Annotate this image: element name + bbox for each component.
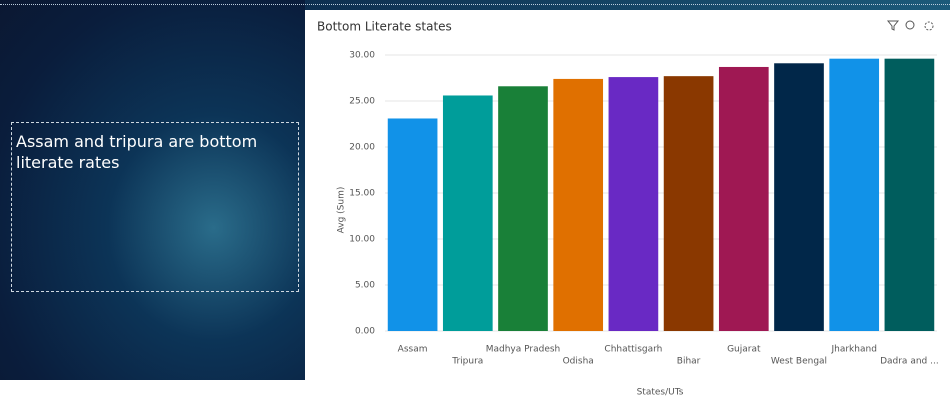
bar bbox=[774, 63, 824, 331]
x-tick-label: West Bengal bbox=[771, 357, 827, 367]
background-strip bbox=[305, 0, 950, 10]
settings-icon[interactable] bbox=[924, 21, 934, 31]
x-tick-label: Bihar bbox=[677, 357, 701, 367]
chart-panel[interactable]: Bottom Literate states Avg (Sum) States/… bbox=[305, 10, 950, 408]
bar bbox=[829, 58, 880, 332]
y-tick-label: 20.00 bbox=[349, 143, 375, 153]
bar bbox=[884, 58, 935, 332]
bar bbox=[387, 118, 438, 331]
bar bbox=[608, 77, 659, 331]
x-tick-label: Tripura bbox=[451, 357, 483, 367]
y-axis-label: Avg (Sum) bbox=[337, 187, 347, 234]
bar bbox=[498, 86, 548, 331]
toolbar bbox=[886, 20, 934, 31]
y-tick-label: 0.00 bbox=[355, 327, 375, 337]
y-tick-label: 15.00 bbox=[349, 189, 375, 199]
bar bbox=[553, 78, 604, 331]
insight-icon[interactable] bbox=[905, 20, 915, 30]
y-tick-label: 25.00 bbox=[349, 97, 375, 107]
bar bbox=[663, 76, 714, 331]
x-tick-label: Madhya Pradesh bbox=[486, 345, 561, 355]
x-tick-label: Chhattisgarh bbox=[604, 345, 662, 355]
y-tick-label: 10.00 bbox=[349, 235, 375, 245]
frame-border bbox=[0, 4, 950, 5]
y-tick-label: 5.00 bbox=[355, 281, 375, 291]
text-box[interactable]: Assam and tripura are bottom literate ra… bbox=[11, 122, 299, 292]
x-tick-label: Dadra and ... bbox=[880, 357, 939, 367]
y-tick-label: 30.00 bbox=[349, 51, 375, 61]
filter-icon[interactable] bbox=[886, 20, 900, 31]
x-tick-label: Odisha bbox=[563, 357, 594, 367]
x-tick-label: Jharkhand bbox=[830, 345, 876, 355]
bar bbox=[442, 95, 493, 331]
x-tick-label: Assam bbox=[398, 345, 428, 355]
chart-title: Bottom Literate states bbox=[317, 20, 452, 34]
background-image bbox=[0, 0, 305, 380]
bar bbox=[718, 66, 769, 332]
x-axis-label: States/UTs bbox=[637, 388, 684, 398]
x-tick-label: Gujarat bbox=[727, 345, 761, 355]
